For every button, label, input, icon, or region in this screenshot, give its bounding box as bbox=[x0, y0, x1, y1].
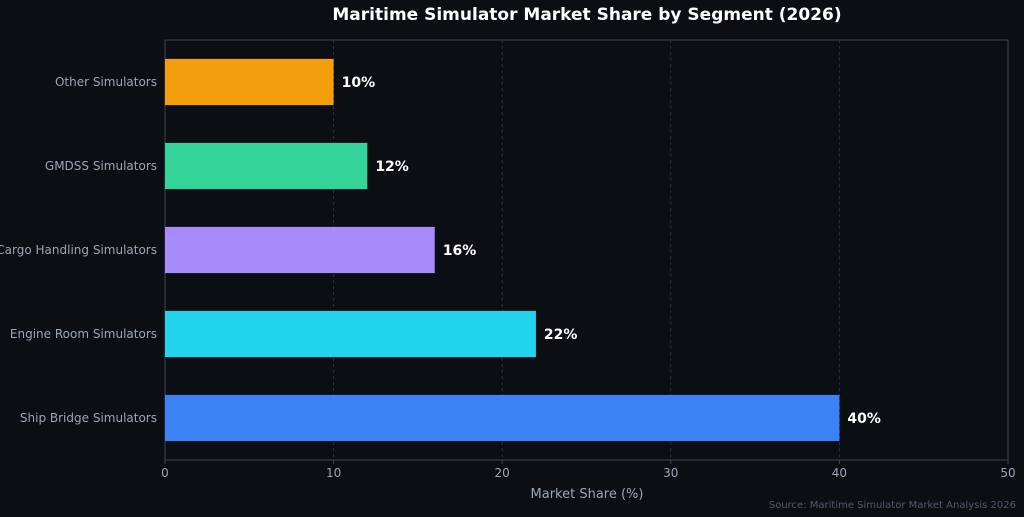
x-tick-label: 40 bbox=[832, 466, 847, 480]
category-label: GMDSS Simulators bbox=[45, 159, 157, 173]
value-label: 40% bbox=[847, 411, 881, 427]
value-label: 10% bbox=[342, 75, 376, 91]
bar bbox=[165, 142, 368, 190]
value-labels: 40% 22% 16% 12% 10% bbox=[342, 75, 881, 427]
source-note: Source: Maritime Simulator Market Analys… bbox=[769, 500, 1016, 511]
chart-title: Maritime Simulator Market Share by Segme… bbox=[332, 5, 841, 25]
value-label: 16% bbox=[443, 243, 477, 259]
bar bbox=[165, 58, 334, 106]
x-tick-label: 20 bbox=[495, 466, 510, 480]
x-tick-label: 0 bbox=[161, 466, 169, 480]
category-labels: Ship Bridge Simulators Engine Room Simula… bbox=[0, 75, 157, 425]
x-tick-label: 10 bbox=[326, 466, 341, 480]
value-label: 22% bbox=[544, 327, 578, 343]
bar bbox=[165, 226, 435, 274]
bar bbox=[165, 310, 536, 358]
value-label: 12% bbox=[375, 159, 409, 175]
bars bbox=[165, 58, 840, 442]
bar bbox=[165, 394, 840, 442]
category-label: Cargo Handling Simulators bbox=[0, 243, 157, 257]
x-tick-labels: 0 10 20 30 40 50 bbox=[161, 460, 1016, 480]
category-label: Engine Room Simulators bbox=[10, 327, 157, 341]
x-axis-label: Market Share (%) bbox=[531, 487, 644, 502]
category-label: Ship Bridge Simulators bbox=[20, 411, 157, 425]
x-tick-label: 50 bbox=[1000, 466, 1015, 480]
x-tick-label: 30 bbox=[663, 466, 678, 480]
category-label: Other Simulators bbox=[55, 75, 157, 89]
